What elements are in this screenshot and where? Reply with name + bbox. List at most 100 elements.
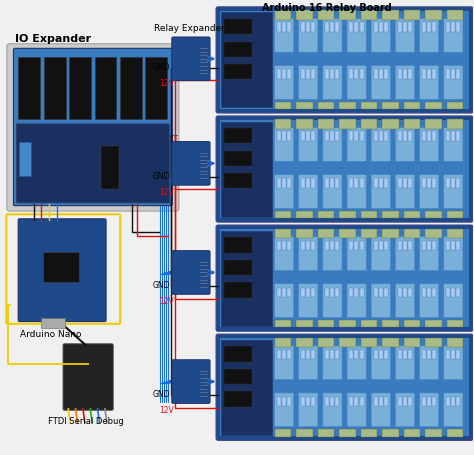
FancyBboxPatch shape [419, 393, 439, 427]
Bar [374, 350, 377, 359]
Text: GND: GND [152, 280, 170, 289]
FancyBboxPatch shape [323, 284, 342, 318]
Bar [432, 350, 436, 359]
Bar [432, 179, 436, 189]
Bar [374, 23, 377, 33]
FancyBboxPatch shape [299, 20, 318, 53]
Bar [403, 179, 407, 189]
Bar [403, 23, 407, 33]
FancyBboxPatch shape [172, 142, 210, 186]
Bar [422, 23, 426, 33]
Bar [427, 132, 431, 142]
Bar [349, 350, 353, 359]
FancyBboxPatch shape [444, 237, 463, 271]
Bar [325, 23, 329, 33]
Bar [360, 132, 364, 142]
Bar [275, 212, 292, 219]
Bar [301, 397, 305, 407]
Bar [374, 397, 377, 407]
Text: 12V: 12V [159, 79, 173, 88]
Bar [426, 103, 442, 110]
Bar [277, 70, 281, 80]
Bar [306, 397, 310, 407]
Bar [361, 338, 377, 348]
Text: GND: GND [152, 63, 170, 71]
FancyBboxPatch shape [444, 346, 463, 379]
Bar [349, 397, 353, 407]
FancyBboxPatch shape [323, 346, 342, 379]
FancyBboxPatch shape [347, 175, 366, 209]
FancyBboxPatch shape [299, 66, 318, 100]
Bar [456, 70, 460, 80]
Bar [277, 288, 281, 298]
Bar [296, 321, 313, 328]
FancyBboxPatch shape [172, 38, 210, 81]
Bar [383, 338, 399, 348]
Bar [451, 179, 455, 189]
Bar [374, 70, 377, 80]
Bar [301, 288, 305, 298]
Bar [408, 288, 412, 298]
FancyBboxPatch shape [371, 66, 391, 100]
Bar [398, 397, 401, 407]
FancyBboxPatch shape [299, 346, 318, 379]
Bar [361, 430, 377, 437]
Bar [296, 229, 313, 239]
Bar [330, 350, 334, 359]
FancyBboxPatch shape [172, 360, 210, 404]
Bar [301, 23, 305, 33]
Bar [311, 350, 315, 359]
Bar [355, 288, 358, 298]
Bar [349, 179, 353, 189]
Bar [325, 241, 329, 251]
Bar [432, 288, 436, 298]
FancyBboxPatch shape [274, 393, 294, 427]
FancyBboxPatch shape [274, 128, 294, 162]
Bar [306, 179, 310, 189]
Text: 12V: 12V [159, 188, 173, 197]
Bar [426, 338, 442, 348]
Bar [383, 321, 399, 328]
Bar [339, 430, 356, 437]
Bar [383, 11, 399, 21]
Bar [69, 58, 91, 120]
Bar [318, 430, 334, 437]
Bar [427, 70, 431, 80]
Text: 12V: 12V [159, 405, 173, 415]
Bar [282, 70, 286, 80]
Bar [306, 132, 310, 142]
FancyBboxPatch shape [419, 175, 439, 209]
FancyBboxPatch shape [16, 125, 169, 203]
FancyBboxPatch shape [274, 20, 294, 53]
Bar [379, 132, 383, 142]
Bar [311, 179, 315, 189]
Bar [301, 132, 305, 142]
Bar [427, 179, 431, 189]
FancyBboxPatch shape [395, 284, 415, 318]
FancyBboxPatch shape [323, 66, 342, 100]
Bar [383, 103, 399, 110]
Bar [311, 132, 315, 142]
Bar [339, 11, 356, 21]
Bar [287, 397, 291, 407]
Bar [451, 288, 455, 298]
Bar [330, 397, 334, 407]
Bar [339, 120, 356, 130]
Bar [318, 338, 334, 348]
Bar [224, 42, 252, 58]
FancyBboxPatch shape [323, 20, 342, 53]
Bar [282, 23, 286, 33]
Bar [446, 397, 450, 407]
Bar [224, 391, 252, 407]
Text: Relay Expander: Relay Expander [154, 24, 225, 32]
Bar [432, 241, 436, 251]
FancyBboxPatch shape [444, 284, 463, 318]
Bar [330, 23, 334, 33]
Bar [224, 129, 252, 144]
Bar [360, 23, 364, 33]
Bar [426, 120, 442, 130]
Bar [349, 241, 353, 251]
Bar [224, 369, 252, 384]
Bar [408, 350, 412, 359]
Bar [374, 241, 377, 251]
